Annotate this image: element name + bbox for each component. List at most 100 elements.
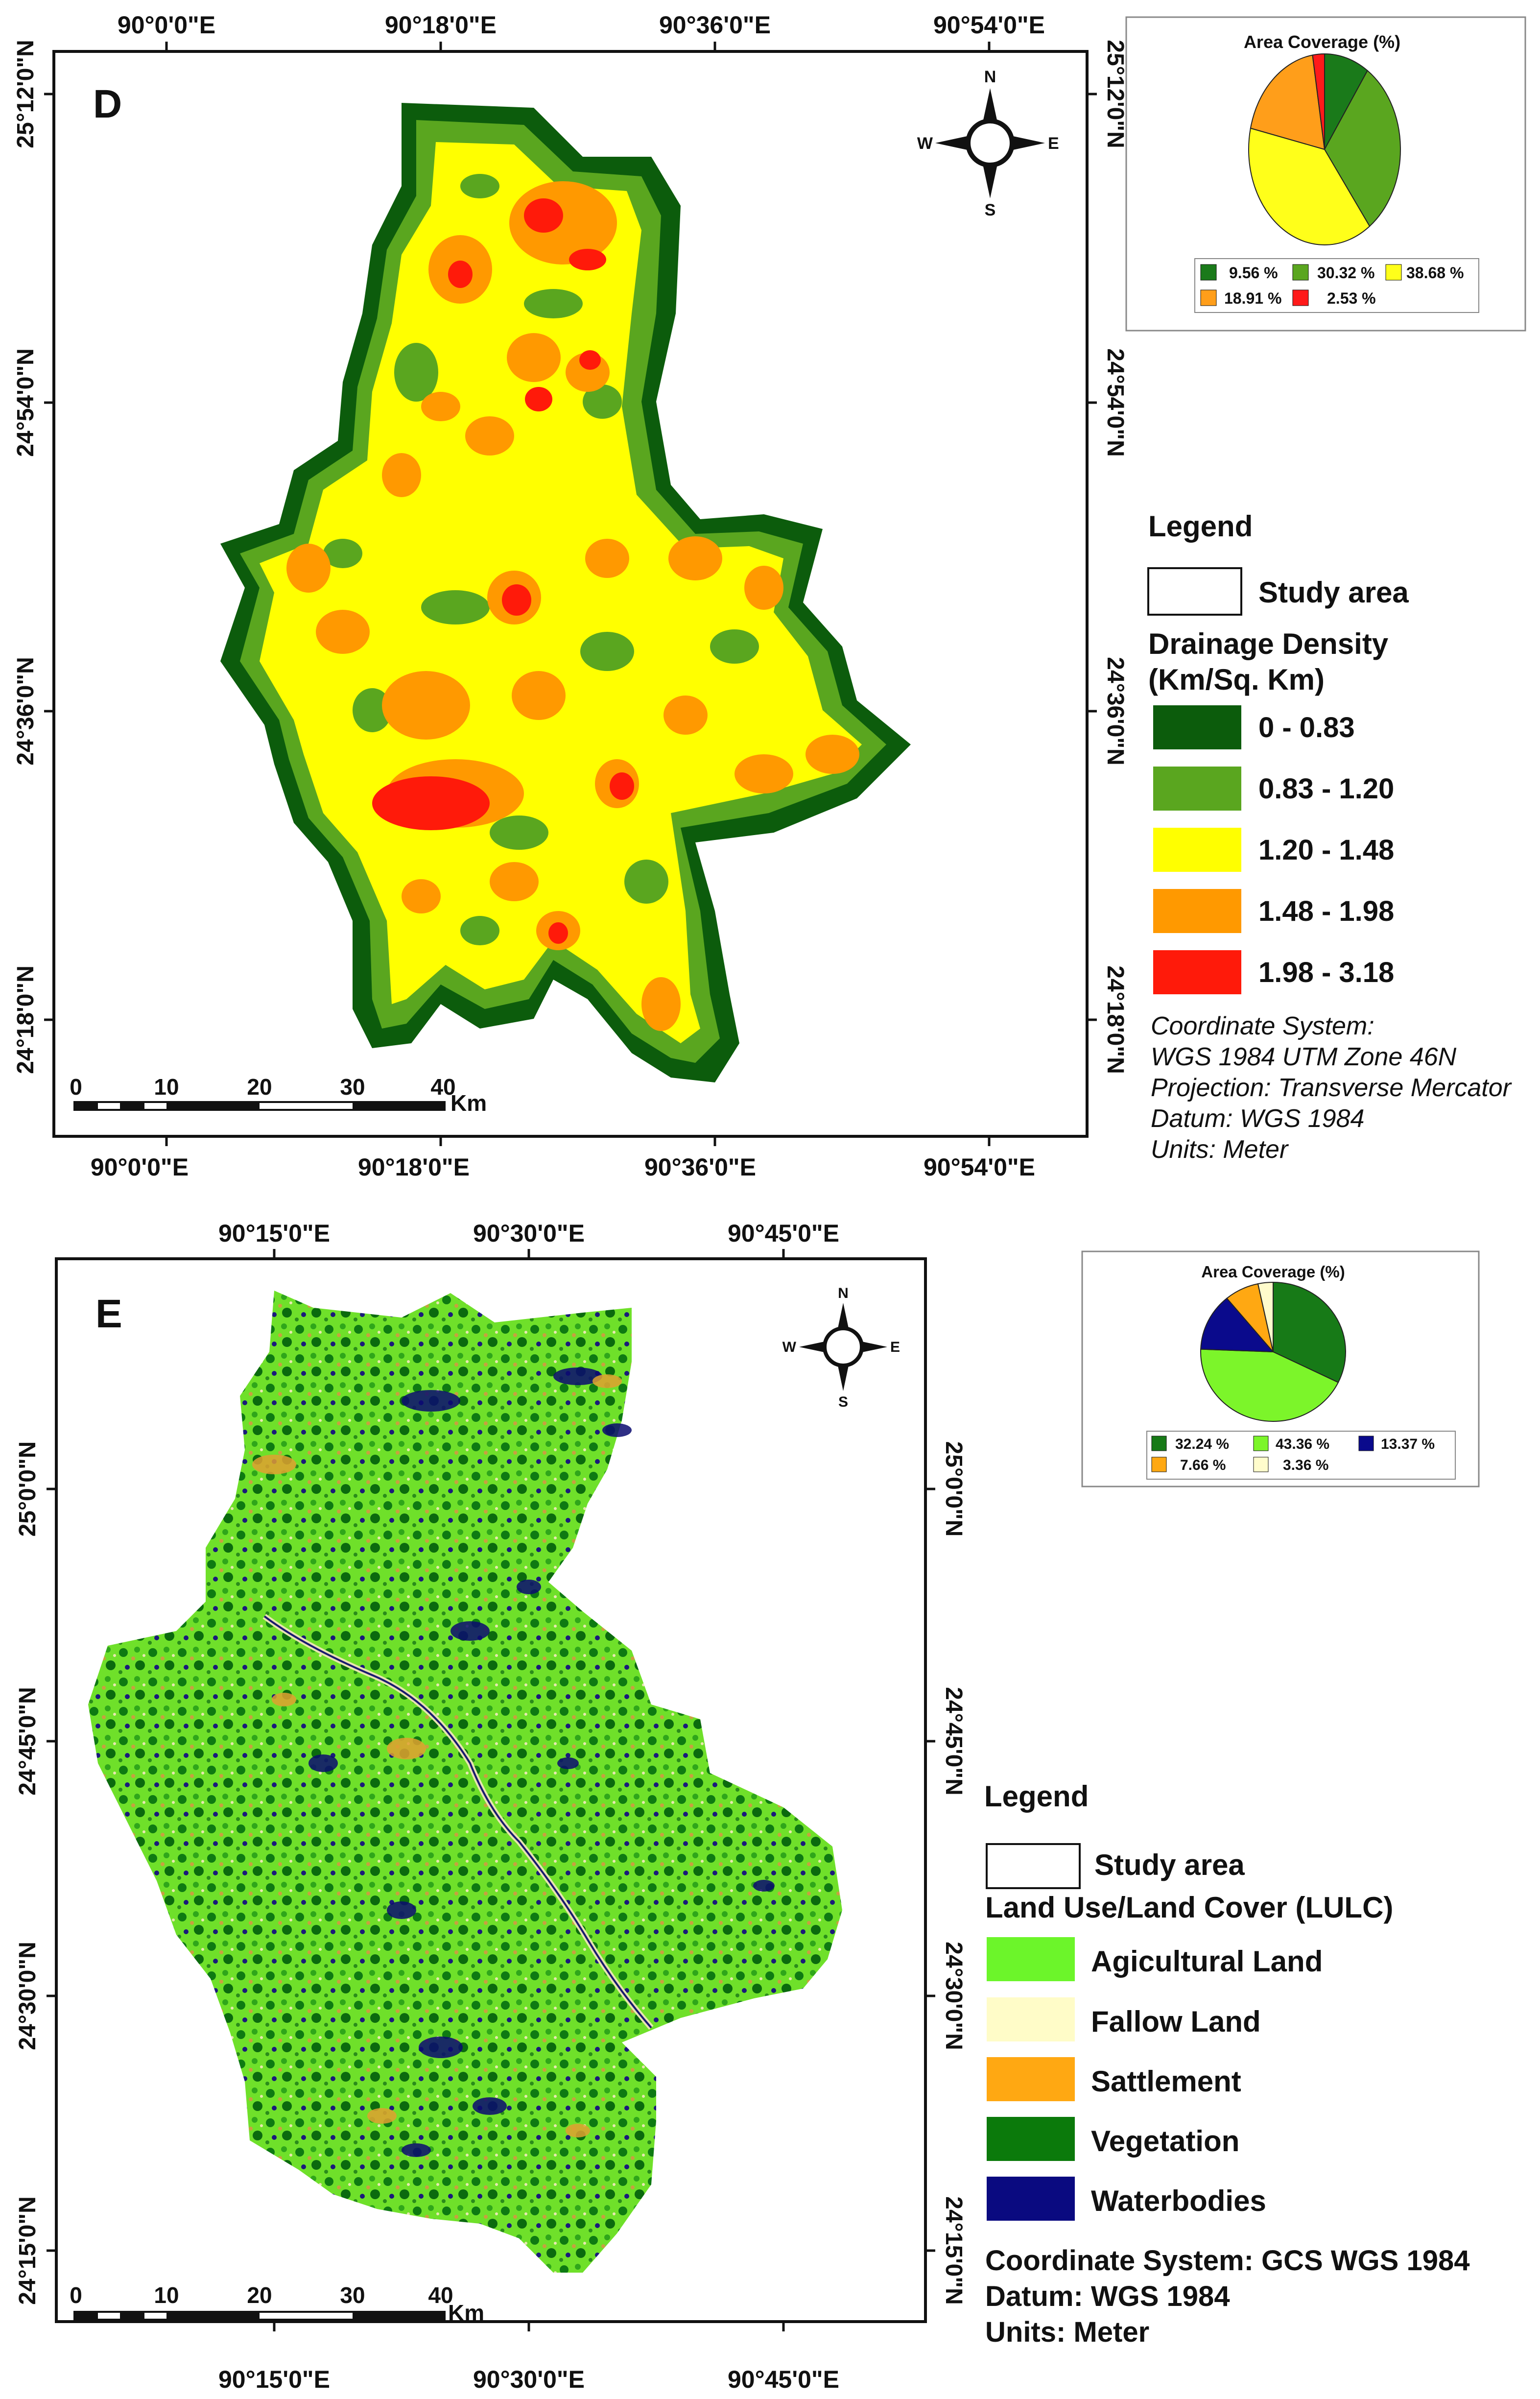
d-west-label: W (917, 134, 933, 153)
d-note-1: Coordinate System: (1151, 1012, 1374, 1040)
e-legend-heading: Land Use/Land Cover (LULC) (985, 1891, 1393, 1924)
e-pie-key-swatch-1 (1151, 1436, 1167, 1451)
d-legend-heading-2: (Km/Sq. Km) (1148, 663, 1325, 696)
d-pie-slice-2 (1324, 70, 1401, 227)
e-top-tick-1: 90°15'0"E (218, 1220, 330, 1247)
d-top-tick-2: 90°18'0"E (385, 11, 497, 39)
e-scale-bar: 0 10 20 30 40 Km (70, 2282, 484, 2326)
d-pie-key-swatch-1 (1200, 264, 1217, 281)
e-legend-class-4: Vegetation (1091, 2125, 1239, 2158)
e-north-arrow-icon: N S W E (782, 1285, 900, 1410)
d-scale-label-40: 40 (430, 1074, 455, 1100)
e-pie-key-swatch-2 (1253, 1436, 1269, 1451)
d-pie-slice-4 (1250, 54, 1326, 150)
d-legend-study-area-swatch (1147, 567, 1242, 616)
e-right-tick-1: 25°0'0"N (941, 1441, 967, 1537)
d-pie-key-swatch-2 (1292, 264, 1309, 281)
d-legend-swatch-5 (1153, 950, 1241, 994)
d-pie-key-2: 30.32 % (1317, 264, 1374, 282)
e-north-label: N (838, 1285, 849, 1301)
panel-d-ticks (44, 42, 1097, 1146)
d-right-tick-4: 24°18'0"N (1102, 965, 1128, 1074)
d-north-arrow-icon: N S W E (917, 68, 1059, 219)
d-scale-label-20: 20 (247, 1074, 272, 1100)
d-bottom-tick-3: 90°36'0"E (644, 1153, 756, 1181)
e-pie-key-swatch-3 (1358, 1436, 1374, 1451)
d-bottom-tick-1: 90°0'0"E (91, 1153, 189, 1181)
e-scale-label-10: 10 (154, 2282, 179, 2308)
e-left-tick-1: 25°0'0"N (15, 1441, 41, 1537)
d-left-tick-4: 24°18'0"N (13, 965, 39, 1074)
e-bottom-tick-2: 90°30'0"E (473, 2366, 585, 2393)
e-right-tick-3: 24°30'0"N (941, 1942, 967, 2050)
d-left-tick-1: 25°12'0"N (13, 40, 39, 148)
d-legend-class-3: 1.20 - 1.48 (1258, 834, 1394, 866)
e-legend-swatch-3 (987, 2057, 1075, 2101)
e-scale-label-30: 30 (340, 2282, 365, 2308)
e-pie-key-4: 7.66 % (1180, 1457, 1226, 1473)
drainage-density-region (220, 103, 911, 1082)
d-pie-key-5: 2.53 % (1327, 289, 1376, 307)
e-pie-slice-1 (1273, 1281, 1346, 1383)
e-pie-key-2: 43.36 % (1276, 1436, 1329, 1452)
d-pie-key-3: 38.68 % (1406, 264, 1464, 282)
e-pie-key-swatch-4 (1151, 1457, 1167, 1472)
e-panel-label: E (95, 1292, 122, 1336)
d-legend-swatch-3 (1153, 828, 1241, 872)
d-legend-heading-1: Drainage Density (1148, 627, 1389, 660)
e-legend-swatch-1 (987, 1937, 1075, 1981)
e-note-1: Coordinate System: GCS WGS 1984 (985, 2245, 1469, 2277)
e-right-tick-2: 24°45'0"N (941, 1687, 967, 1796)
d-pie-key-swatch-4 (1200, 289, 1217, 306)
e-legend-class-1: Agicultural Land (1091, 1945, 1323, 1978)
e-note-2: Datum: WGS 1984 (985, 2280, 1230, 2312)
e-pie-key-1: 32.24 % (1175, 1436, 1229, 1452)
d-legend-study-area: Study area (1258, 576, 1409, 609)
d-note-5: Units: Meter (1151, 1135, 1289, 1164)
e-legend-title: Legend (984, 1780, 1089, 1813)
d-right-tick-2: 24°54'0"N (1102, 348, 1128, 457)
lulc-region (88, 1291, 842, 2273)
e-note-3: Units: Meter (985, 2316, 1149, 2348)
d-note-4: Datum: WGS 1984 (1151, 1104, 1364, 1133)
e-pie-key-swatch-5 (1253, 1457, 1269, 1472)
d-legend: Legend Study area Drainage Density (Km/S… (1147, 510, 1513, 1164)
e-west-label: W (782, 1339, 797, 1355)
d-legend-class-4: 1.48 - 1.98 (1258, 895, 1394, 927)
d-bottom-tick-4: 90°54'0"E (924, 1153, 1035, 1181)
d-legend-class-1: 0 - 0.83 (1258, 712, 1355, 744)
panel-d: 90°0'0"E 90°18'0"E 90°36'0"E 90°54'0"E 9… (13, 11, 1526, 1181)
d-scale-label-30: 30 (340, 1074, 365, 1100)
d-scale-label-0: 0 (70, 1074, 82, 1100)
e-bottom-tick-1: 90°15'0"E (218, 2366, 330, 2393)
panel-e: 90°15'0"E 90°30'0"E 90°45'0"E 90°15'0"E … (15, 1220, 1480, 2393)
e-bottom-tick-3: 90°45'0"E (728, 2366, 839, 2393)
d-top-tick-3: 90°36'0"E (659, 11, 771, 39)
e-pie-chart: Area Coverage (%) 32.24 % 43.36 % 13.37 … (1081, 1250, 1480, 1487)
d-pie-key-4: 18.91 % (1224, 289, 1281, 307)
d-pie-key-1: 9.56 % (1229, 264, 1278, 282)
d-pie-key-swatch-3 (1385, 264, 1402, 281)
e-left-tick-4: 24°15'0"N (15, 2196, 41, 2305)
e-left-tick-2: 24°45'0"N (15, 1687, 41, 1796)
d-bottom-tick-2: 90°18'0"E (358, 1153, 470, 1181)
panel-d-map-frame (52, 50, 1089, 1138)
d-legend-class-2: 0.83 - 1.20 (1258, 773, 1394, 805)
d-pie-slice-3 (1248, 127, 1371, 245)
d-south-label: S (985, 201, 996, 219)
e-pie-key-3: 13.37 % (1381, 1436, 1435, 1452)
d-pie-slice-5 (1312, 53, 1325, 150)
e-scale-label-20: 20 (247, 2282, 272, 2308)
d-north-label: N (984, 68, 996, 86)
d-legend-swatch-2 (1153, 767, 1241, 811)
e-top-tick-3: 90°45'0"E (728, 1220, 839, 1247)
e-legend-class-3: Sattlement (1091, 2065, 1241, 2098)
d-east-label: E (1048, 134, 1059, 153)
d-pie-chart: Area Coverage (%) 9.56 % 30.32 % 38.68 %… (1125, 16, 1526, 332)
d-pie-key-swatch-5 (1292, 289, 1309, 306)
e-pie-slice-2 (1200, 1348, 1339, 1422)
e-south-label: S (838, 1394, 848, 1410)
e-legend-swatch-2 (987, 1997, 1075, 2041)
d-legend-title: Legend (1148, 510, 1253, 543)
e-right-tick-4: 24°15'0"N (941, 2196, 967, 2305)
